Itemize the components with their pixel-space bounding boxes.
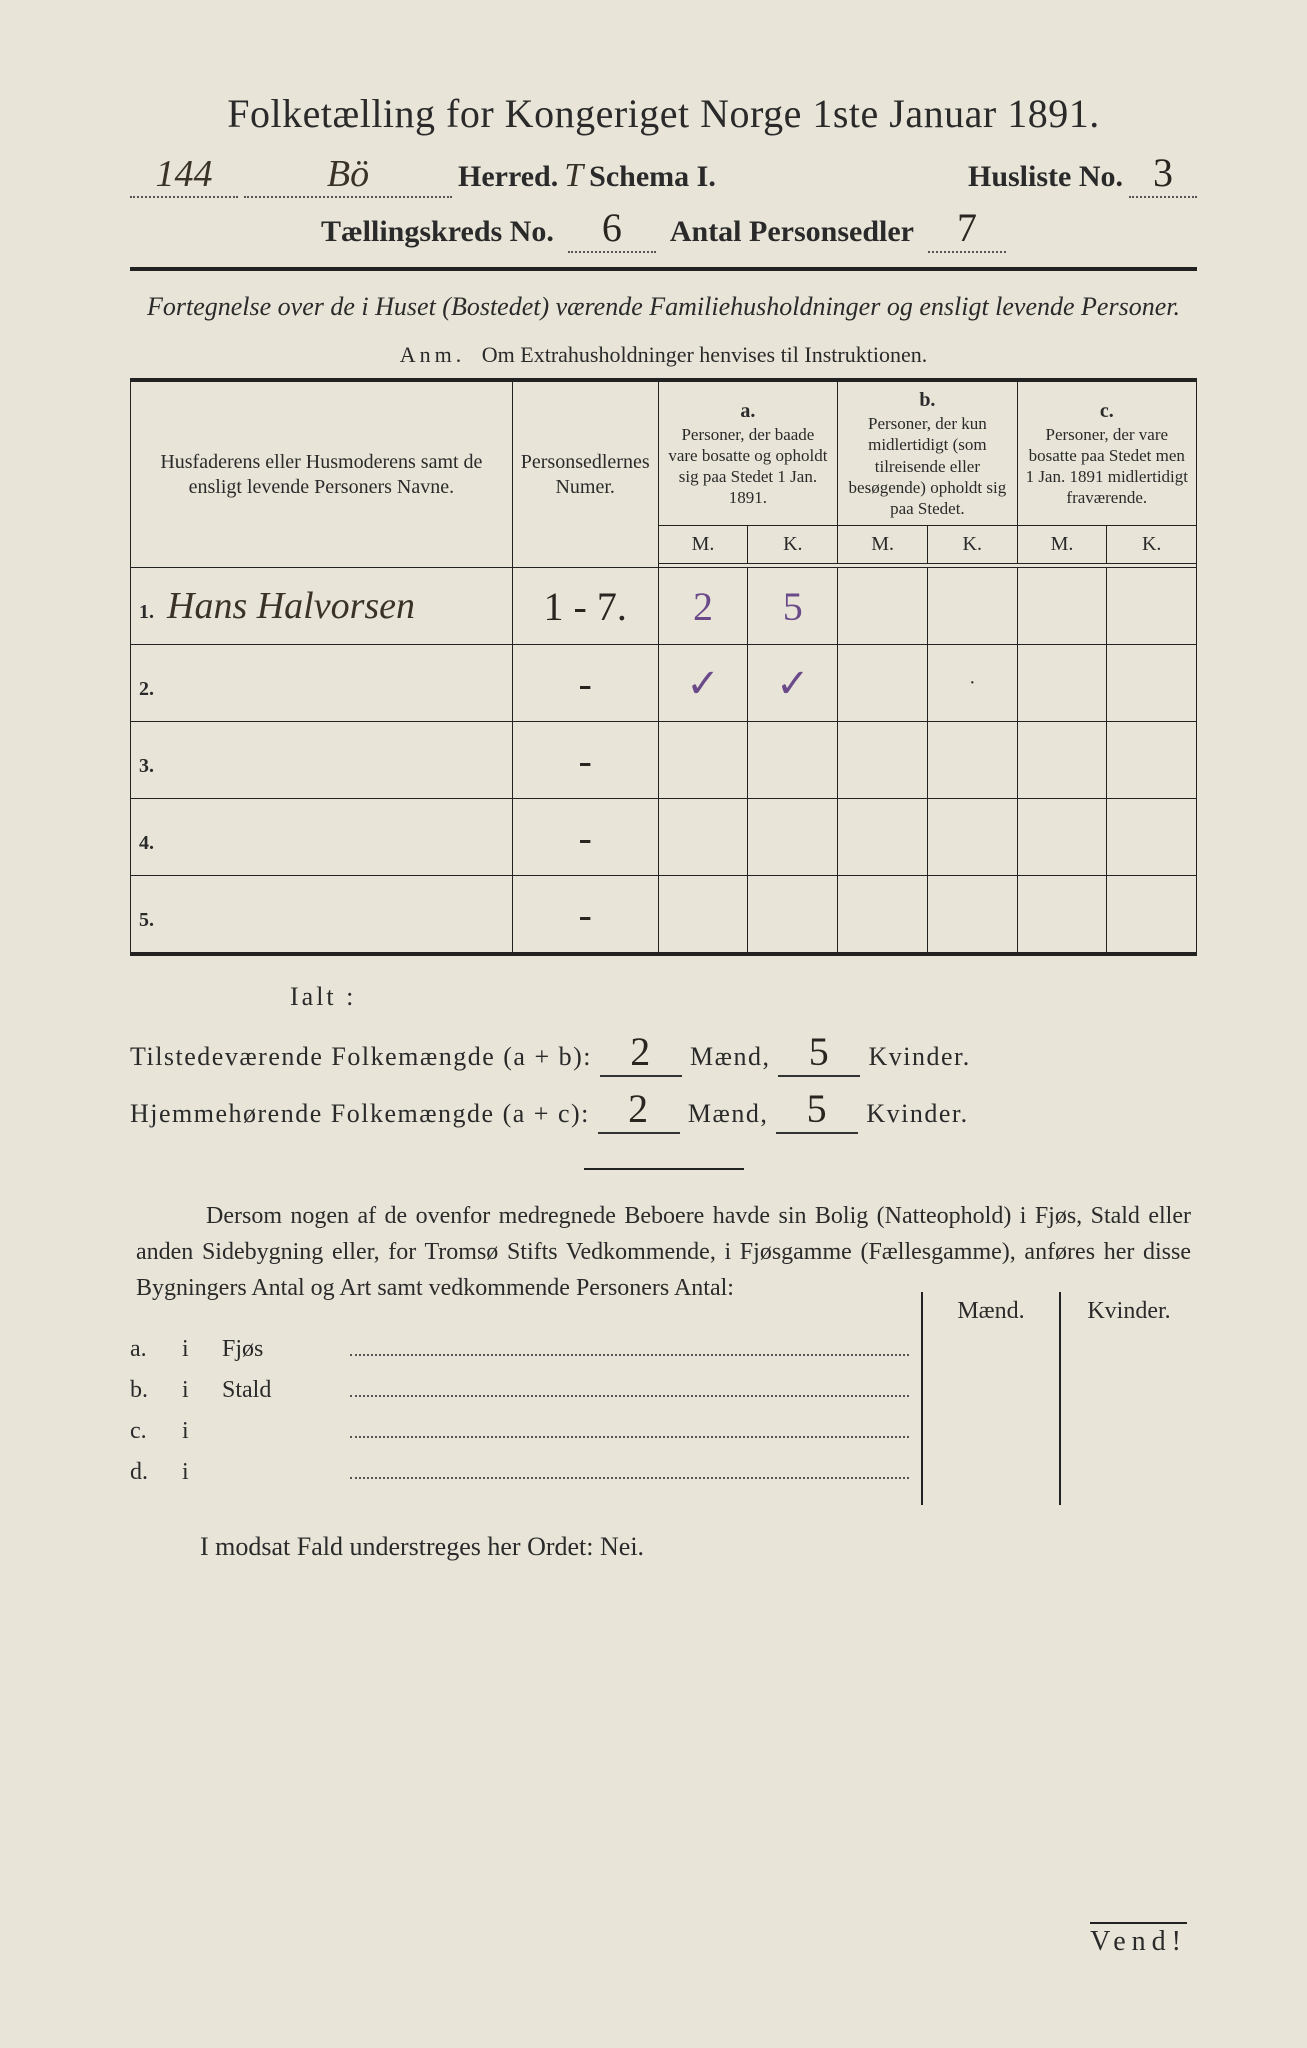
kreds-number: 6 (568, 204, 656, 253)
col-c-header: c. Personer, der vare bosatte paa Stedet… (1017, 380, 1196, 526)
col-a-header: a. Personer, der baade vare bosatte og o… (658, 380, 838, 526)
present-men: 2 (600, 1028, 682, 1077)
anm-note: Anm. Om Extrahusholdninger henvises til … (130, 342, 1197, 368)
outbuilding-paragraph: Dersom nogen af de ovenfor medregnede Be… (136, 1198, 1191, 1306)
col-b-header: b. Personer, der kun midlertidigt (som t… (838, 380, 1017, 526)
kreds-line: Tællingskreds No. 6 Antal Personsedler 7 (130, 204, 1197, 253)
rule-top (130, 267, 1197, 271)
turn-over-label: Vend! (1090, 1922, 1187, 1958)
col-b-m: M. (838, 526, 928, 564)
col-numer-header: Personsedlernes Numer. (512, 380, 658, 568)
personsedler-label: Antal Personsedler (670, 215, 914, 249)
husliste-number: 3 (1129, 149, 1197, 198)
resident-women: 5 (776, 1085, 858, 1134)
maend-col-label: Mænd. (921, 1292, 1059, 1505)
person-name: Hans Halvorsen (167, 585, 415, 627)
schema-label: Schema I. (589, 160, 716, 194)
district-name: Bö (244, 152, 452, 198)
personsedler-number: 7 (928, 204, 1006, 253)
subtitle: Fortegnelse over de i Huset (Bostedet) v… (130, 289, 1197, 324)
col-b-k: K. (927, 526, 1017, 564)
husliste-label: Husliste No. (968, 160, 1123, 194)
schema-mark: T (564, 157, 583, 195)
ialt-label: Ialt : (290, 982, 1197, 1012)
col-a-k: K. (748, 526, 838, 564)
present-women: 5 (778, 1028, 860, 1077)
kreds-label: Tællingskreds No. (321, 215, 554, 249)
household-table: Husfaderens eller Husmoderens samt de en… (130, 378, 1197, 956)
col-names-header: Husfaderens eller Husmoderens samt de en… (131, 380, 513, 568)
footer-instruction: I modsat Fald understreges her Ordet: Ne… (200, 1532, 1197, 1562)
resident-men: 2 (598, 1085, 680, 1134)
district-line: 144 Bö Herred. T Schema I. Husliste No. … (130, 149, 1197, 198)
table-row: 5. - (131, 876, 1197, 955)
total-present-line: Tilstedeværende Folkemængde (a + b): 2 M… (130, 1028, 1197, 1077)
col-c-m: M. (1017, 526, 1107, 564)
outbuildings-block: Mænd. Kvinder. a. i Fjøs b. i Stald c. i… (130, 1336, 1197, 1486)
herred-label: Herred. (458, 160, 558, 194)
table-row: 4. - (131, 799, 1197, 876)
district-number: 144 (130, 152, 238, 198)
table-row: 1.Hans Halvorsen 1 - 7. 2 5 (131, 568, 1197, 645)
col-a-m: M. (658, 526, 748, 564)
table-row: 3. - (131, 722, 1197, 799)
table-body: 1.Hans Halvorsen 1 - 7. 2 5 2. - ✓ ✓ · (131, 568, 1197, 955)
kvinder-col-label: Kvinder. (1059, 1292, 1197, 1505)
short-divider (584, 1168, 744, 1170)
anm-label: Anm. (400, 342, 466, 367)
page-title: Folketælling for Kongeriget Norge 1ste J… (130, 90, 1197, 137)
col-c-k: K. (1107, 526, 1197, 564)
totals-block: Ialt : Tilstedeværende Folkemængde (a + … (130, 982, 1197, 1134)
mk-header-box: Mænd. Kvinder. (921, 1292, 1197, 1505)
table-row: 2. - ✓ ✓ · (131, 645, 1197, 722)
census-form-page: Folketælling for Kongeriget Norge 1ste J… (0, 0, 1307, 2048)
total-resident-line: Hjemmehørende Folkemængde (a + c): 2 Mæn… (130, 1085, 1197, 1134)
anm-text: Om Extrahusholdninger henvises til Instr… (482, 342, 927, 367)
